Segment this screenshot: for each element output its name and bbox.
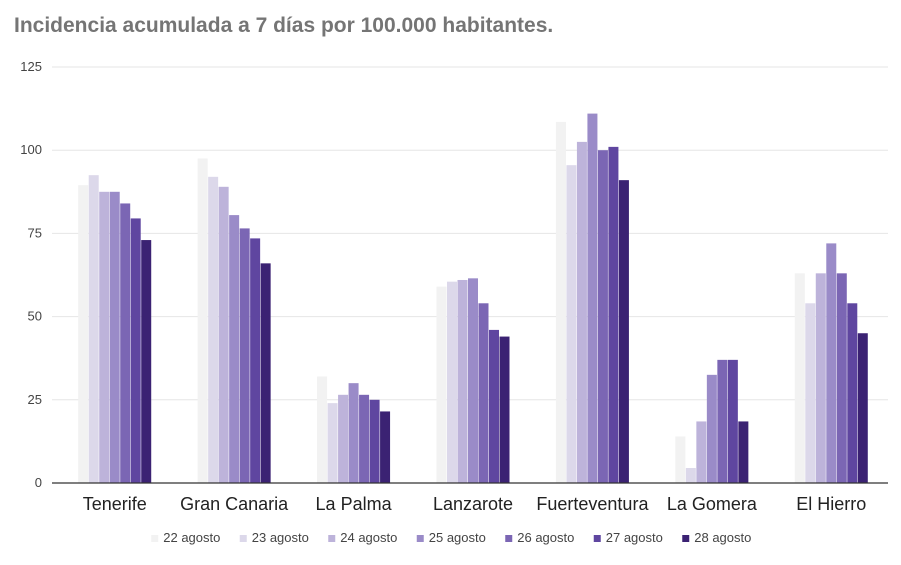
- y-tick-label: 0: [35, 475, 42, 490]
- legend-swatch: [328, 535, 336, 542]
- bar: [380, 411, 391, 483]
- legend-label: 28 agosto: [694, 530, 751, 545]
- bar: [587, 113, 598, 483]
- legend-swatch: [593, 535, 601, 542]
- bar: [457, 279, 468, 483]
- bar: [317, 376, 328, 483]
- x-tick-label: Fuerteventura: [536, 494, 649, 514]
- chart-title: Incidencia acumulada a 7 días por 100.00…: [14, 14, 554, 37]
- bar: [120, 203, 131, 483]
- bar: [99, 191, 110, 484]
- legend-item: 28 agosto: [682, 530, 751, 545]
- bar: [597, 150, 608, 483]
- bar: [608, 146, 619, 483]
- bar: [738, 421, 749, 483]
- y-tick-label: 100: [20, 142, 42, 157]
- bar: [576, 141, 587, 483]
- x-tick-label: La Gomera: [667, 494, 758, 514]
- legend-item: 23 agosto: [239, 530, 309, 545]
- bar: [78, 185, 89, 484]
- x-tick-label: Tenerife: [83, 494, 147, 514]
- legend-item: 27 agosto: [593, 530, 663, 545]
- bar: [489, 329, 499, 483]
- legend: 22 agosto 23 agosto 24 agosto 25 agosto 26 a…: [151, 530, 751, 545]
- bar: [727, 359, 738, 483]
- legend-item: 25 agosto: [416, 530, 486, 545]
- bar: [218, 186, 229, 484]
- bar: [566, 165, 577, 483]
- legend-label: 25 agosto: [429, 530, 486, 545]
- bar: [208, 176, 219, 483]
- bar: [141, 240, 152, 483]
- bar: [327, 403, 338, 483]
- y-axis: 0 25 50 75 100 125: [20, 59, 42, 490]
- bar: [468, 278, 478, 483]
- bar: [499, 336, 510, 483]
- x-tick-label: La Palma: [316, 494, 393, 514]
- bar: [706, 374, 717, 483]
- bar: [197, 158, 208, 483]
- bar: [109, 191, 120, 484]
- bar: [847, 303, 858, 483]
- bar: [685, 468, 696, 483]
- legend-swatch: [416, 535, 424, 542]
- bar: [618, 180, 629, 484]
- bar: [436, 286, 447, 483]
- bar: [229, 215, 240, 483]
- bar: [369, 399, 380, 483]
- bar: [836, 273, 847, 483]
- bar: [447, 281, 457, 483]
- bar: [478, 303, 489, 483]
- bar: [696, 421, 707, 483]
- legend-label: 23 agosto: [252, 530, 309, 545]
- legend-label: 22 agosto: [163, 530, 220, 545]
- legend-label: 24 agosto: [340, 530, 397, 545]
- bar: [359, 394, 370, 483]
- legend-item: 22 agosto: [151, 530, 220, 545]
- bar: [338, 394, 349, 483]
- bar: [717, 359, 728, 483]
- bars: [78, 113, 868, 484]
- legend-label: 26 agosto: [517, 530, 574, 545]
- bar: [805, 303, 816, 483]
- bar: [555, 121, 566, 484]
- legend-swatch: [505, 535, 513, 542]
- legend-swatch: [151, 535, 159, 542]
- x-tick-label: Lanzarote: [433, 494, 513, 514]
- legend-swatch: [682, 535, 690, 542]
- bar: [250, 238, 261, 483]
- bar: [826, 243, 837, 483]
- y-tick-label: 75: [28, 225, 42, 240]
- y-tick-label: 50: [28, 309, 42, 324]
- x-axis: Tenerife Gran Canaria La Palma Lanzarote Fue…: [52, 482, 888, 514]
- bar: [815, 273, 826, 483]
- bar: [88, 175, 99, 483]
- bar: [130, 218, 141, 483]
- legend-item: 24 agosto: [328, 530, 397, 545]
- x-tick-label: El Hierro: [796, 494, 866, 514]
- bar: [348, 383, 359, 483]
- y-tick-label: 125: [20, 59, 42, 74]
- legend-item: 26 agosto: [505, 530, 574, 545]
- bar: [260, 263, 271, 483]
- bar: [794, 273, 805, 483]
- y-tick-label: 25: [28, 392, 42, 407]
- x-tick-label: Gran Canaria: [180, 494, 289, 514]
- bar: [857, 333, 868, 483]
- bar: [675, 436, 686, 483]
- bar: [239, 228, 250, 483]
- legend-swatch: [239, 535, 247, 542]
- legend-label: 27 agosto: [606, 530, 663, 545]
